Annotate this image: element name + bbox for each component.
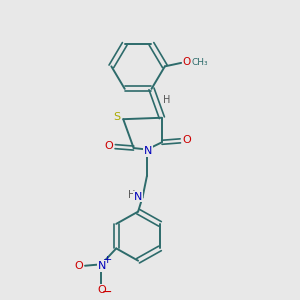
Text: H: H <box>128 190 135 200</box>
Text: H: H <box>164 95 171 105</box>
Text: N: N <box>134 192 142 202</box>
Text: +: + <box>103 255 112 265</box>
Text: CH₃: CH₃ <box>191 58 208 67</box>
Text: N: N <box>144 146 152 156</box>
Text: S: S <box>113 112 120 122</box>
Text: O: O <box>104 141 113 151</box>
Text: N: N <box>98 261 106 271</box>
Text: O: O <box>74 261 83 271</box>
Text: O: O <box>97 285 106 295</box>
Text: O: O <box>182 135 191 145</box>
Text: O: O <box>182 57 191 67</box>
Text: −: − <box>101 286 112 299</box>
